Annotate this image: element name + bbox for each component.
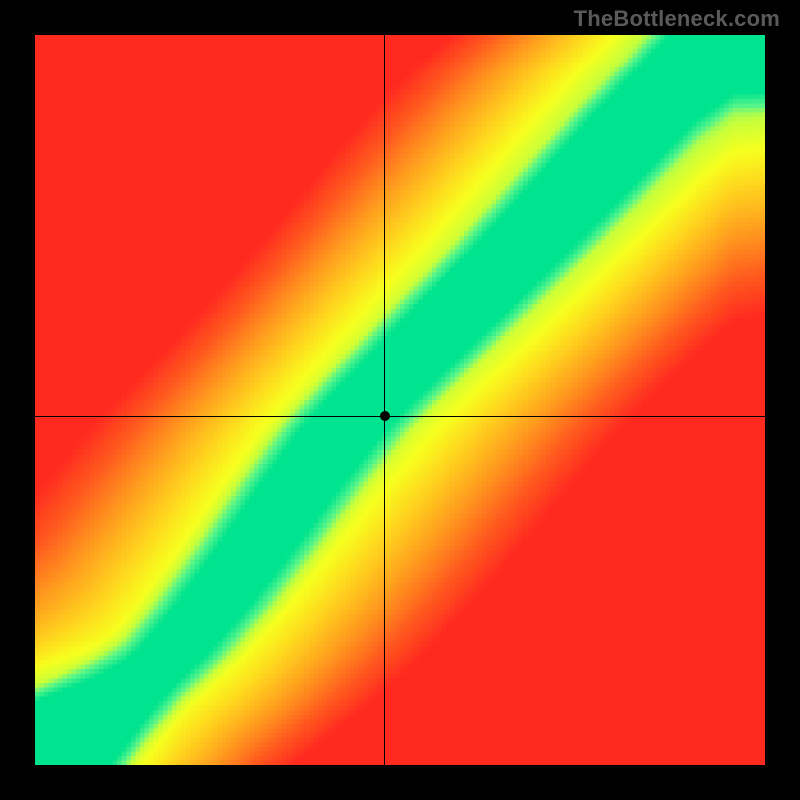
crosshair-horizontal bbox=[35, 416, 765, 417]
chart-frame: TheBottleneck.com bbox=[0, 0, 800, 800]
watermark-label: TheBottleneck.com bbox=[574, 6, 780, 32]
crosshair-marker bbox=[380, 411, 390, 421]
heatmap-plot bbox=[35, 35, 765, 765]
crosshair-vertical bbox=[384, 35, 385, 765]
heatmap-canvas bbox=[35, 35, 765, 765]
